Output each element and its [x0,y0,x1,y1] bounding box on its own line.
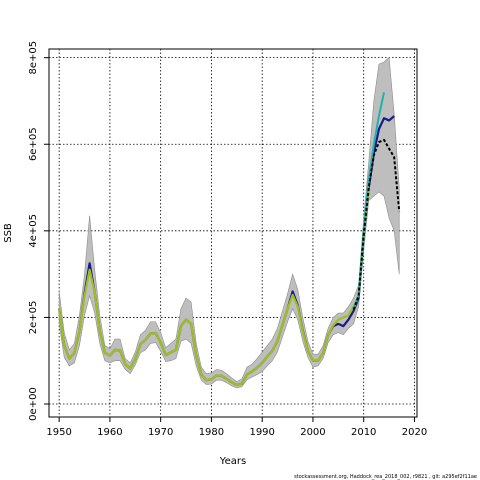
x-tick-label: 2000 [300,427,325,438]
series-line-main [58,115,395,387]
x-tick-label: 1980 [199,427,224,438]
confidence-band [58,57,400,389]
y-tick-label: 8e+05 [28,41,39,75]
y-axis-title: SSB [3,223,14,243]
series-line-retro-black [352,138,401,310]
x-tick-label: 2020 [402,427,427,438]
series-line-retro-teal [352,92,385,310]
y-tick-label: 2e+05 [28,301,39,335]
y-axis: 0e+00 2e+05 4e+05 6e+05 8e+05 [28,41,49,421]
x-tick-label: 1950 [46,427,71,438]
y-tick-label: 0e+00 [28,387,39,421]
x-tick-label: 2010 [351,427,376,438]
x-axis-title: Years [219,456,246,467]
x-tick-label: 1970 [148,427,173,438]
grid-lines [49,49,417,417]
y-tick-label: 4e+05 [28,214,39,248]
plot-frame [48,48,418,418]
footer-caption: stockassessment.org, Haddock_rea_2018_00… [294,474,477,480]
series-line-overlay [58,187,370,387]
x-tick-label: 1960 [97,427,122,438]
x-tick-label: 1990 [249,427,274,438]
series-lines [58,92,401,387]
x-axis: 1950 1960 1970 1980 1990 2000 2010 2020 [46,417,427,438]
y-tick-label: 6e+05 [28,127,39,161]
